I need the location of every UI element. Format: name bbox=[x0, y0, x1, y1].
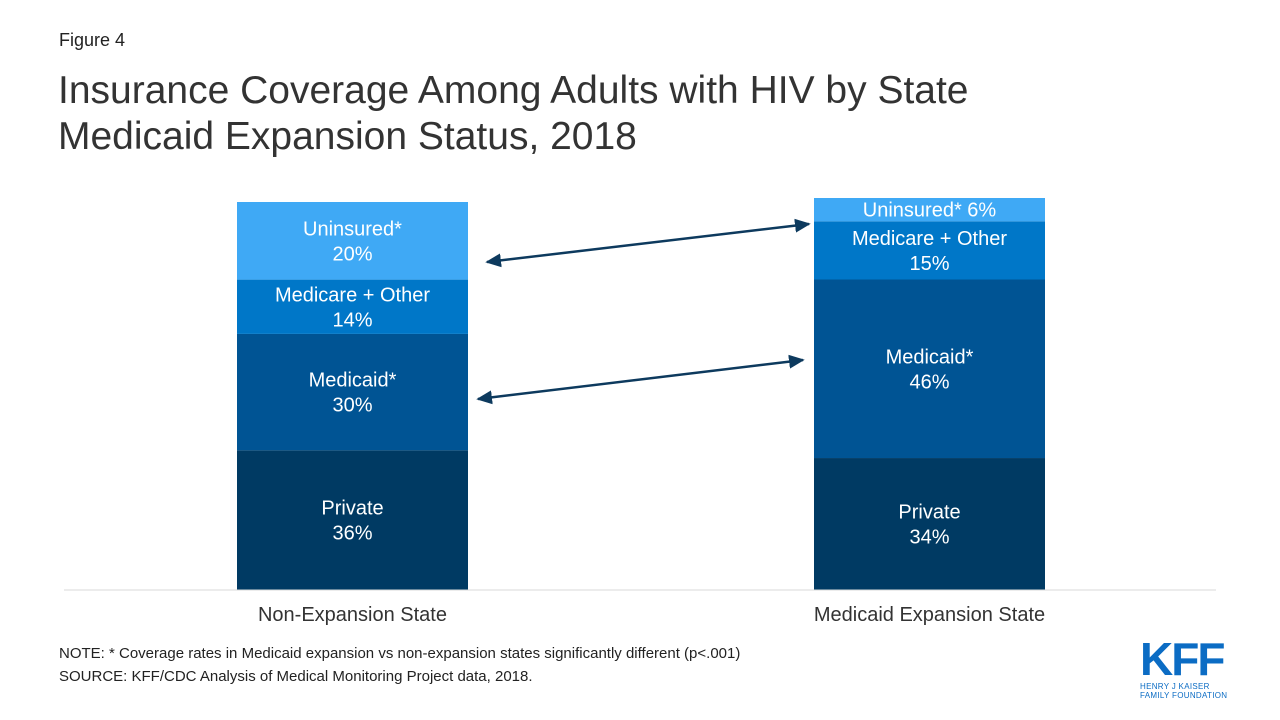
data-label-non-expansion-state-medicare-other: Medicare + Other 14% bbox=[275, 284, 430, 331]
data-label-non-expansion-state-medicaid: Medicaid* 30% bbox=[309, 370, 397, 417]
data-label-non-expansion-state-uninsured: Uninsured* 20% bbox=[303, 218, 402, 265]
kff-logo-line1: HENRY J KAISER bbox=[1140, 682, 1210, 691]
bar-medicaid-expansion-state-medicaid bbox=[814, 279, 1045, 459]
data-label-medicaid-expansion-state-medicaid: Medicaid* 46% bbox=[886, 346, 974, 393]
bar-non-expansion-state-medicaid bbox=[237, 333, 468, 451]
bar-non-expansion-state-private bbox=[237, 450, 468, 590]
footnote: NOTE: * Coverage rates in Medicaid expan… bbox=[59, 645, 741, 662]
figure-label: Figure 4 bbox=[59, 30, 126, 50]
arrow-uninsured-comparison bbox=[485, 218, 811, 268]
kff-logo-mark: KFF bbox=[1140, 633, 1225, 685]
bar-medicaid-expansion-state-private bbox=[814, 458, 1045, 590]
data-label-medicaid-expansion-state-private: Private 34% bbox=[898, 502, 960, 549]
kff-logo: KFF HENRY J KAISER FAMILY FOUNDATION bbox=[1140, 636, 1240, 700]
x-tick-label-medicaid-expansion-state: Medicaid Expansion State bbox=[814, 604, 1045, 626]
bar-medicaid-expansion-state-uninsured bbox=[814, 198, 1045, 222]
bar-medicaid-expansion-state-medicare-other bbox=[814, 221, 1045, 280]
chart-title: Insurance Coverage Among Adults with HIV… bbox=[58, 69, 969, 158]
kff-logo-line2: FAMILY FOUNDATION bbox=[1140, 691, 1228, 700]
x-tick-label-non-expansion-state: Non-Expansion State bbox=[258, 604, 447, 626]
data-label-medicaid-expansion-state-uninsured: Uninsured* 6% bbox=[863, 200, 997, 222]
arrow-medicaid-comparison bbox=[476, 354, 805, 405]
data-label-medicaid-expansion-state-medicare-other: Medicare + Other 15% bbox=[852, 228, 1007, 275]
bar-non-expansion-state-uninsured bbox=[237, 202, 468, 280]
bar-non-expansion-state-medicare-other bbox=[237, 279, 468, 334]
source-note: SOURCE: KFF/CDC Analysis of Medical Moni… bbox=[59, 668, 533, 685]
data-label-non-expansion-state-private: Private 36% bbox=[321, 498, 383, 545]
